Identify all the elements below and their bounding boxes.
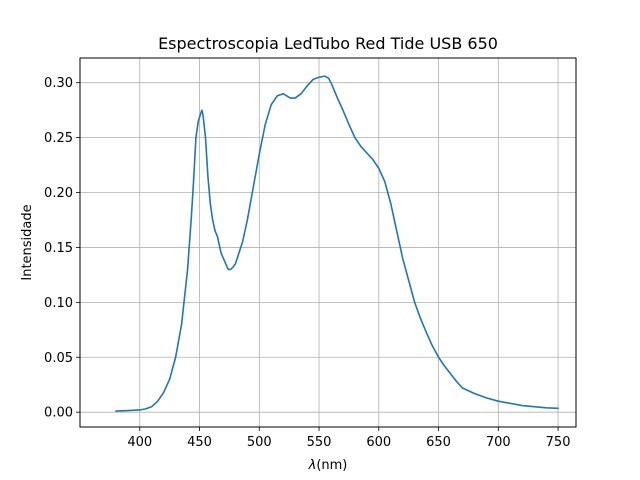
x-axis: 400 450 500 550 600 650 700 750 [127, 427, 570, 450]
x-axis-label-symbol: λ [308, 458, 317, 473]
grid-lines [80, 58, 576, 427]
x-axis-label-unit: (nm) [316, 458, 347, 473]
x-tick-label: 650 [426, 435, 451, 450]
y-axis-label: Intensidade [20, 204, 35, 280]
plot-frame [79, 57, 577, 428]
series-group [115, 75, 559, 412]
y-tick-label: 0.10 [44, 296, 73, 311]
spectrum-line [115, 75, 559, 412]
x-tick-label: 400 [127, 435, 152, 450]
x-axis-label: λ(nm) [308, 458, 348, 473]
y-axis: 0.00 0.05 0.10 0.15 0.20 0.25 0.30 [44, 76, 80, 421]
y-tick-label: 0.15 [44, 241, 73, 256]
y-tick-label: 0.25 [44, 131, 73, 146]
x-tick-label: 750 [546, 435, 571, 450]
x-tick-label: 550 [307, 435, 332, 450]
y-tick-label: 0.20 [44, 186, 73, 201]
y-tick-label: 0.30 [44, 76, 73, 91]
x-tick-label: 600 [366, 435, 391, 450]
y-tick-label: 0.05 [44, 351, 73, 366]
chart-title: Espectroscopia LedTubo Red Tide USB 650 [158, 34, 498, 53]
x-tick-label: 700 [486, 435, 511, 450]
x-tick-label: 450 [187, 435, 212, 450]
x-tick-label: 500 [247, 435, 272, 450]
y-tick-label: 0.00 [44, 406, 73, 421]
